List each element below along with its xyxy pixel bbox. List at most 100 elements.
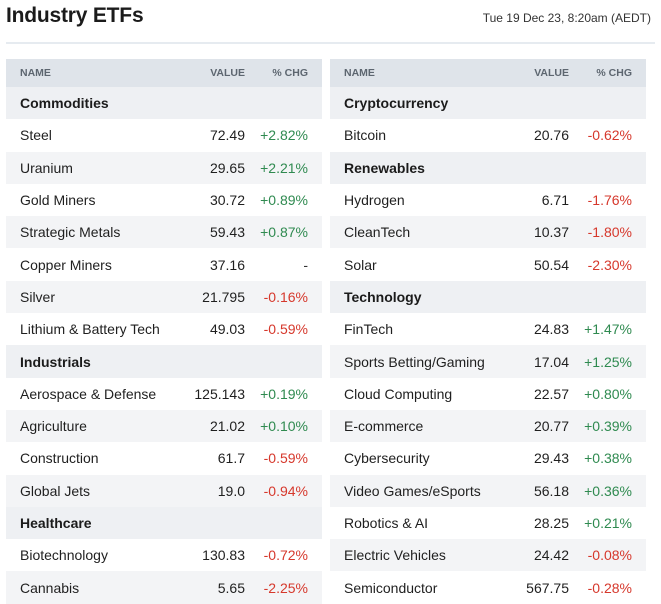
etf-name[interactable]: Lithium & Battery Tech xyxy=(20,321,160,338)
table-row[interactable]: Semiconductor 567.75 -0.28% xyxy=(330,571,646,603)
page-title: Industry ETFs xyxy=(6,4,144,27)
etf-value: 10.37 xyxy=(533,224,569,241)
etf-name[interactable]: Biotechnology xyxy=(20,547,108,564)
table-row[interactable]: Gold Miners 30.72 +0.89% xyxy=(6,184,322,216)
etf-value: 56.18 xyxy=(533,482,569,499)
etf-name[interactable]: Silver xyxy=(20,288,56,305)
etf-value: 22.57 xyxy=(533,385,569,402)
etf-name[interactable]: Cannabis xyxy=(20,579,80,596)
table-row[interactable]: Sports Betting/Gaming 17.04 +1.25% xyxy=(330,345,646,378)
table-row[interactable]: Biotechnology 130.83 -0.72% xyxy=(6,539,322,571)
title-divider xyxy=(6,42,655,44)
table-header: NAME VALUE % CHG xyxy=(6,59,322,87)
etf-change: -0.62% xyxy=(587,127,632,144)
group-label: Technology xyxy=(344,288,422,305)
etf-name[interactable]: Robotics & AI xyxy=(344,515,429,531)
etf-table-right: NAME VALUE % CHG Cryptocurrency Bitcoin 20… xyxy=(330,59,646,604)
etf-name[interactable]: Semiconductor xyxy=(344,579,438,596)
etf-name[interactable]: Uranium xyxy=(20,159,73,176)
etf-name[interactable]: Cloud Computing xyxy=(344,385,453,402)
table-body: Commodities Steel 72.49 +2.82% Uranium 29.65 +… xyxy=(6,87,322,604)
etf-name[interactable]: Global Jets xyxy=(20,482,91,499)
table-row[interactable]: Solar 50.54 -2.30% xyxy=(330,248,646,280)
etf-name[interactable]: Video Games/eSports xyxy=(344,482,481,499)
table-row[interactable]: Steel 72.49 +2.82% xyxy=(6,119,322,151)
etf-change: -1.76% xyxy=(587,192,632,209)
etf-value: 20.76 xyxy=(533,127,569,144)
etf-change: -0.08% xyxy=(587,547,632,564)
etf-change: +2.82% xyxy=(260,127,308,144)
etf-change: -0.16% xyxy=(263,288,308,305)
table-row[interactable]: Strategic Metals 59.43 +0.87% xyxy=(6,216,322,249)
etf-name[interactable]: Solar xyxy=(344,256,377,273)
etf-name[interactable]: Aerospace & Defense xyxy=(20,385,157,402)
etf-value: 567.75 xyxy=(526,579,569,596)
header-name: NAME xyxy=(20,67,51,79)
etf-value: 125.143 xyxy=(194,385,245,402)
table-row[interactable]: Hydrogen 6.71 -1.76% xyxy=(330,184,646,216)
table-row[interactable]: Video Games/eSports 56.18 +0.36% xyxy=(330,474,646,507)
table-row[interactable]: Agriculture 21.02 +0.10% xyxy=(6,409,322,443)
etf-change: +2.21% xyxy=(260,159,308,176)
etf-table-left: NAME VALUE % CHG Commodities Steel 72.49 +2… xyxy=(6,59,322,604)
table-row[interactable]: FinTech 24.83 +1.47% xyxy=(330,313,646,345)
table-row[interactable]: Lithium & Battery Tech 49.03 -0.59% xyxy=(6,313,322,345)
etf-name[interactable]: E-commerce xyxy=(344,418,424,435)
group-label: Industrials xyxy=(20,353,91,370)
etf-change: +0.39% xyxy=(584,418,632,435)
table-row[interactable]: Cybersecurity 29.43 +0.38% xyxy=(330,442,646,474)
etf-change: +0.21% xyxy=(584,515,632,531)
etf-change: -0.59% xyxy=(263,450,308,467)
table-row[interactable]: E-commerce 20.77 +0.39% xyxy=(330,409,646,443)
etf-change: +1.47% xyxy=(584,321,632,338)
etf-name[interactable]: Sports Betting/Gaming xyxy=(344,353,485,370)
table-row[interactable]: Global Jets 19.0 -0.94% xyxy=(6,474,322,507)
etf-value: 50.54 xyxy=(533,256,569,273)
etf-name[interactable]: Cybersecurity xyxy=(344,450,430,467)
group-label: Healthcare xyxy=(20,515,92,531)
table-row[interactable]: Construction 61.7 -0.59% xyxy=(6,442,322,474)
etf-value: 6.71 xyxy=(541,192,569,209)
etf-change: +0.10% xyxy=(260,418,308,435)
table-row[interactable]: Uranium 29.65 +2.21% xyxy=(6,151,322,184)
etf-change: -1.80% xyxy=(587,224,632,241)
etf-change: +0.80% xyxy=(584,385,632,402)
table-header: NAME VALUE % CHG xyxy=(330,59,646,87)
etf-name[interactable]: Agriculture xyxy=(20,418,87,435)
etf-value: 30.72 xyxy=(209,192,245,209)
etf-value: 72.49 xyxy=(209,127,245,144)
etf-name[interactable]: CleanTech xyxy=(344,224,411,241)
etf-value: 21.795 xyxy=(202,288,245,305)
etf-change: -2.25% xyxy=(263,579,308,596)
header-name: NAME xyxy=(344,67,375,79)
etf-name[interactable]: FinTech xyxy=(344,321,394,338)
etf-change: -0.28% xyxy=(587,579,632,596)
table-row[interactable]: Copper Miners 37.16 - xyxy=(6,248,322,280)
table-row[interactable]: Silver 21.795 -0.16% xyxy=(6,280,322,314)
etf-name[interactable]: Hydrogen xyxy=(344,192,405,209)
table-row[interactable]: Bitcoin 20.76 -0.62% xyxy=(330,119,646,151)
group-header: Healthcare xyxy=(6,506,322,540)
etf-change: +0.19% xyxy=(260,385,308,402)
etf-name[interactable]: Gold Miners xyxy=(20,192,96,209)
etf-name[interactable]: Copper Miners xyxy=(20,256,112,273)
table-row[interactable]: CleanTech 10.37 -1.80% xyxy=(330,216,646,249)
table-row[interactable]: Robotics & AI 28.25 +0.21% xyxy=(330,507,646,539)
etf-value: 5.65 xyxy=(217,579,245,596)
table-row[interactable]: Cannabis 5.65 -2.25% xyxy=(6,571,322,604)
etf-value: 17.04 xyxy=(533,353,569,370)
table-row[interactable]: Cloud Computing 22.57 +0.80% xyxy=(330,378,646,410)
etf-name[interactable]: Construction xyxy=(20,450,99,467)
table-row[interactable]: Aerospace & Defense 125.143 +0.19% xyxy=(6,378,322,410)
etf-change: +0.89% xyxy=(260,192,308,209)
etf-name[interactable]: Steel xyxy=(20,127,52,144)
etf-change: +1.25% xyxy=(584,353,632,370)
etf-name[interactable]: Bitcoin xyxy=(344,127,387,144)
etf-name[interactable]: Electric Vehicles xyxy=(344,547,446,564)
etf-value: 61.7 xyxy=(217,450,245,467)
etf-change: -0.59% xyxy=(263,321,308,338)
group-header: Renewables xyxy=(330,151,646,184)
etf-name[interactable]: Strategic Metals xyxy=(20,224,121,241)
etf-value: 24.42 xyxy=(533,547,569,564)
table-row[interactable]: Electric Vehicles 24.42 -0.08% xyxy=(330,539,646,572)
